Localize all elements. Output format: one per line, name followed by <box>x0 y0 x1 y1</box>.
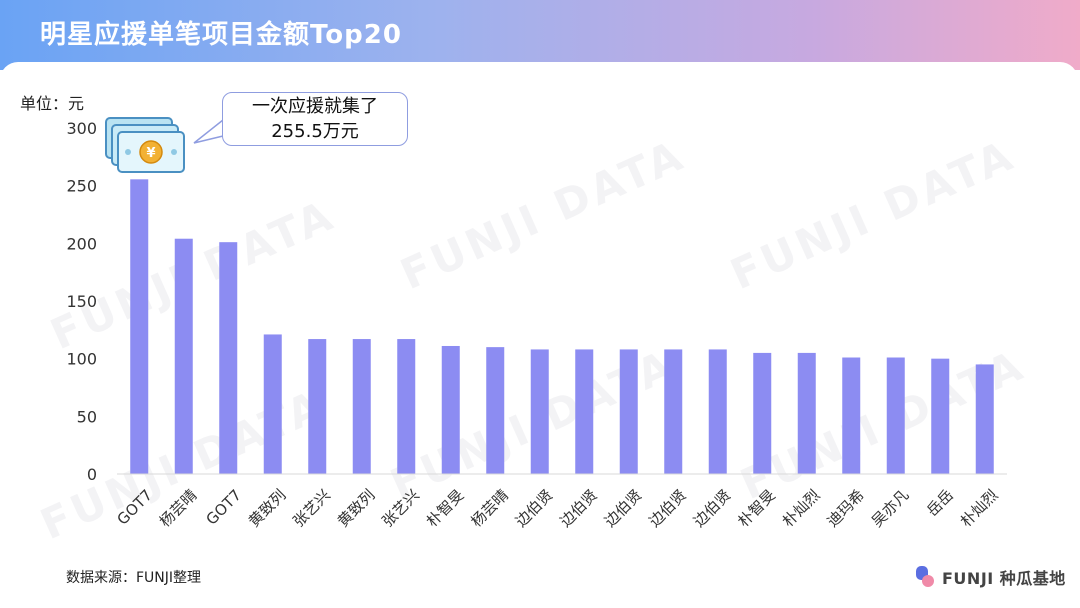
x-tick-label: 边伯贤 <box>556 486 601 531</box>
x-tick-label: 黄致列 <box>334 486 379 531</box>
y-tick-label: 300 <box>66 119 97 138</box>
callout-tail <box>193 119 224 144</box>
bar-series <box>130 179 994 474</box>
bar <box>174 238 193 474</box>
y-tick-label: 200 <box>66 234 97 253</box>
bar <box>308 339 327 474</box>
x-tick-label: 迪玛希 <box>823 486 868 531</box>
bar <box>753 352 772 474</box>
unit-label: 单位：元 <box>20 94 85 113</box>
y-tick-label: 150 <box>66 292 97 311</box>
callout-line1: 一次应援就集了 <box>252 96 378 117</box>
bar <box>842 357 861 474</box>
logo-text: FUNJI 种瓜基地 <box>942 569 1066 588</box>
svg-text:¥: ¥ <box>146 146 155 161</box>
page-title: 明星应援单笔项目金额Top20 <box>40 20 402 50</box>
callout-box: 一次应援就集了 255.5万元 <box>222 92 408 146</box>
bar <box>797 352 816 474</box>
x-tick-label: GOT7 <box>113 486 156 529</box>
y-tick-label: 50 <box>77 407 97 426</box>
bar <box>263 334 282 474</box>
y-tick-label: 100 <box>66 350 97 369</box>
x-tick-label: 朴灿烈 <box>957 486 1002 531</box>
x-tick-label: 黄致列 <box>245 486 290 531</box>
x-tick-label: 边伯贤 <box>601 486 646 531</box>
bar <box>931 358 950 474</box>
y-tick-label: 250 <box>66 177 97 196</box>
x-tick-label: 边伯贤 <box>512 486 557 531</box>
bar <box>664 349 683 474</box>
x-tick-label: 朴智旻 <box>423 486 468 531</box>
bar <box>619 349 638 474</box>
data-source: 数据来源：FUNJI整理 <box>66 570 202 586</box>
x-tick-label: GOT7 <box>202 486 245 529</box>
bar <box>397 339 416 474</box>
bar <box>886 357 905 474</box>
x-tick-label: 边伯贤 <box>690 486 735 531</box>
bar <box>575 349 594 474</box>
bar <box>352 339 371 474</box>
bar <box>219 242 238 474</box>
money-icon: ¥ <box>105 117 185 173</box>
bar <box>486 347 505 474</box>
x-axis: GOT7 杨芸晴 GOT7 黄致列 张艺兴 黄致列 张艺兴 朴智旻 杨芸晴 边伯贤 边伯贤 边伯贤 边伯… <box>113 473 1007 531</box>
x-tick-label: 吴亦凡 <box>868 486 913 531</box>
x-tick-label: 朴智旻 <box>734 486 779 531</box>
bar <box>708 349 727 474</box>
bar <box>130 179 149 474</box>
x-tick-label: 岳岳 <box>923 486 957 520</box>
callout-line2: 255.5万元 <box>271 121 359 142</box>
y-axis: 0 50 100 150 200 250 300 <box>66 119 97 484</box>
x-tick-label: 杨芸晴 <box>156 486 201 531</box>
logo-icon <box>916 566 934 587</box>
x-tick-label: 朴灿烈 <box>779 486 824 531</box>
bar <box>441 345 460 474</box>
bar <box>530 349 549 474</box>
header-banner: 明星应援单笔项目金额Top20 <box>0 0 1080 70</box>
y-tick-label: 0 <box>87 465 97 484</box>
x-tick-label: 张艺兴 <box>378 486 423 531</box>
bar <box>975 364 994 474</box>
brand-logo: FUNJI 种瓜基地 <box>914 564 1066 590</box>
x-tick-label: 杨芸晴 <box>467 486 512 531</box>
x-tick-label: 张艺兴 <box>289 486 334 531</box>
x-tick-label: 边伯贤 <box>645 486 690 531</box>
